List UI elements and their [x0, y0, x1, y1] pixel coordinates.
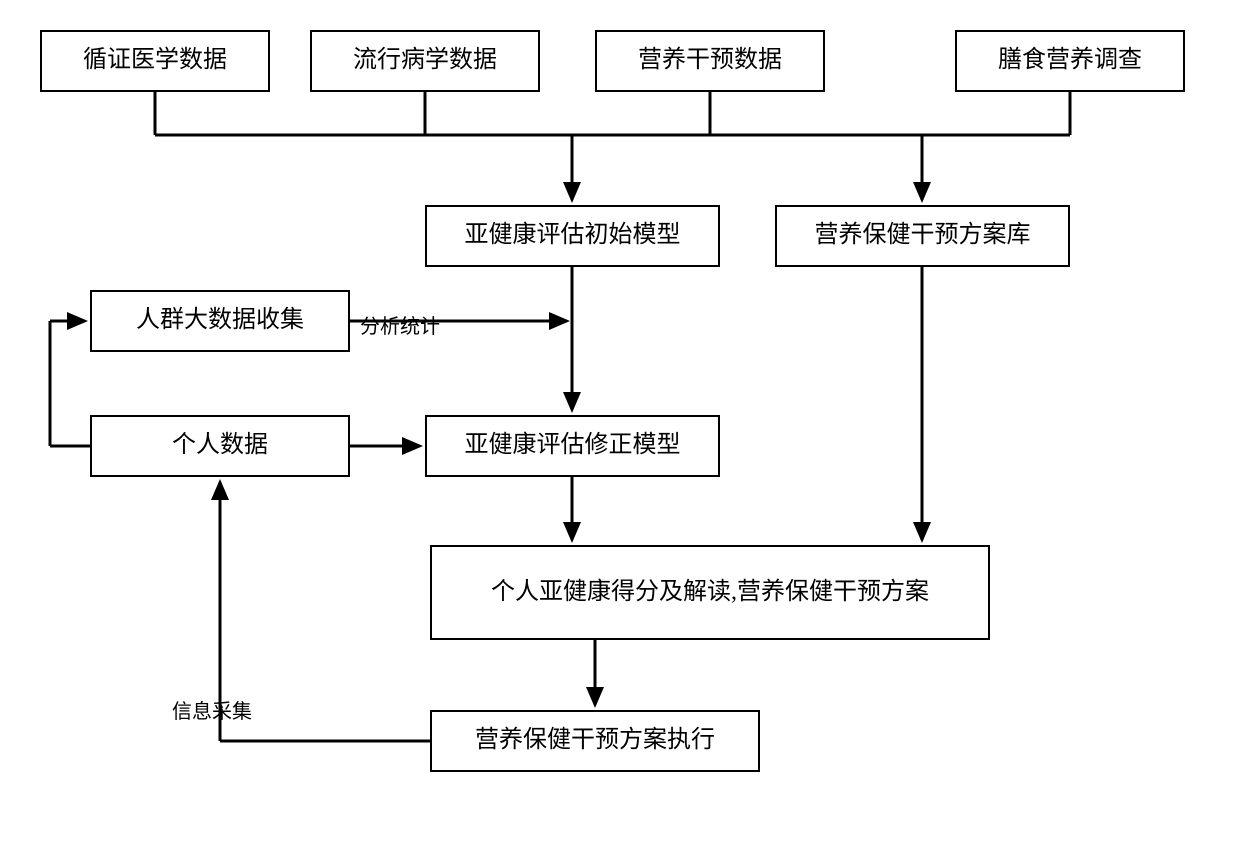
- node-nutrition-intervention-data: 营养干预数据: [595, 30, 825, 92]
- node-intervention-library: 营养保健干预方案库: [775, 205, 1070, 267]
- edge-label-stat-analysis: 分析统计: [358, 310, 442, 339]
- node-diet-survey: 膳食营养调查: [955, 30, 1185, 92]
- node-label: 亚健康评估修正模型: [465, 429, 681, 463]
- node-score-plan: 个人亚健康得分及解读,营养保健干预方案: [430, 545, 990, 640]
- node-label: 个人数据: [172, 429, 268, 463]
- node-revised-model: 亚健康评估修正模型: [425, 415, 720, 477]
- node-label: 营养保健干预方案库: [815, 219, 1031, 253]
- node-label: 个人亚健康得分及解读,营养保健干预方案: [491, 576, 929, 610]
- node-label: 营养干预数据: [638, 44, 782, 78]
- node-personal-data: 个人数据: [90, 415, 350, 477]
- node-label: 营养保健干预方案执行: [475, 724, 715, 758]
- node-label: 循证医学数据: [83, 44, 227, 78]
- node-big-data-collection: 人群大数据收集: [90, 290, 350, 352]
- node-evidence-medicine-data: 循证医学数据: [40, 30, 270, 92]
- node-label: 亚健康评估初始模型: [465, 219, 681, 253]
- node-execution: 营养保健干预方案执行: [430, 710, 760, 772]
- node-label: 流行病学数据: [353, 44, 497, 78]
- node-epidemiology-data: 流行病学数据: [310, 30, 540, 92]
- node-label: 人群大数据收集: [136, 304, 304, 338]
- node-label: 膳食营养调查: [998, 44, 1142, 78]
- edge-label-info-collection: 信息采集: [170, 695, 254, 724]
- node-initial-model: 亚健康评估初始模型: [425, 205, 720, 267]
